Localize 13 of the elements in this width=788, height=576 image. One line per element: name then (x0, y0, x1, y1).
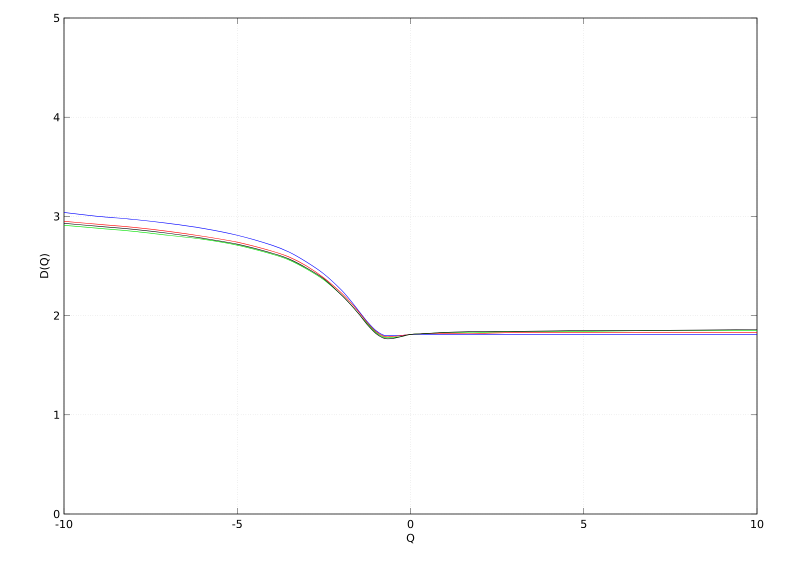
y-tick-label: 3 (54, 212, 60, 221)
y-axis-title: D(Q) (40, 254, 50, 278)
x-tick-label: -5 (232, 520, 242, 528)
y-tick-label: 5 (54, 14, 60, 22)
x-tick-label: 0 (408, 520, 414, 528)
x-tick-label: 10 (751, 520, 764, 528)
y-tick-label: 4 (54, 113, 60, 122)
y-tick-label: 1 (54, 410, 60, 419)
x-axis-title: Q (406, 534, 414, 544)
x-tick-label: -10 (56, 520, 72, 528)
y-tick-label: 0 (54, 510, 60, 518)
y-tick-label: 2 (54, 312, 60, 320)
x-tick-label: 5 (581, 520, 586, 528)
